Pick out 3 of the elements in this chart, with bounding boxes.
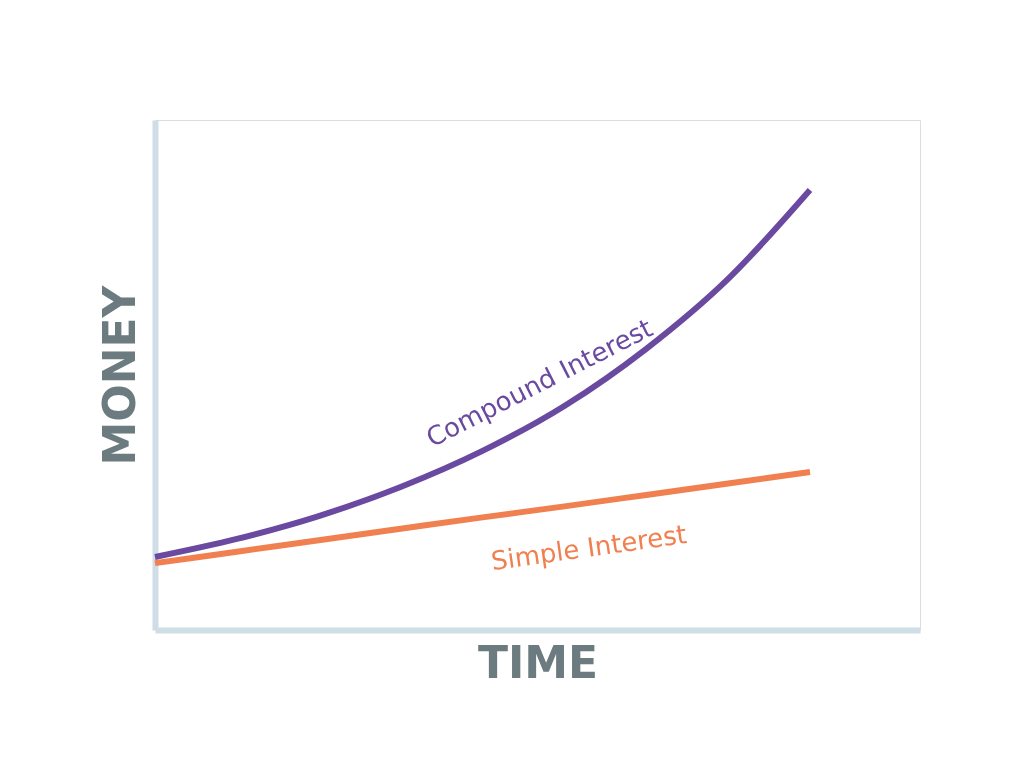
text: Simple Interest [489, 519, 689, 577]
x-axis-title: TIME [477, 636, 599, 688]
y-axis-title: MONEY [93, 284, 145, 466]
